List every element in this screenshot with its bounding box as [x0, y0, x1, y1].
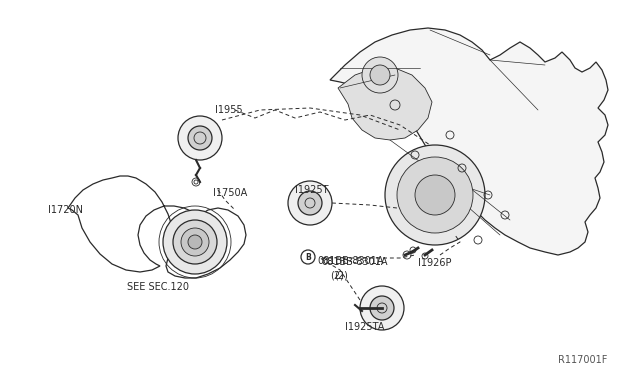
Text: I1926P: I1926P [418, 258, 451, 268]
Circle shape [360, 286, 404, 330]
Text: I1720N: I1720N [48, 205, 83, 215]
Circle shape [415, 175, 455, 215]
Circle shape [173, 220, 217, 264]
Text: (2): (2) [330, 270, 344, 280]
Circle shape [370, 296, 394, 320]
Text: B: B [305, 253, 311, 263]
Text: 081BB-8301A: 081BB-8301A [321, 257, 387, 267]
Text: SEE SEC.120: SEE SEC.120 [127, 282, 189, 292]
Circle shape [298, 191, 322, 215]
Circle shape [301, 250, 315, 264]
Polygon shape [338, 68, 432, 140]
Circle shape [288, 181, 332, 225]
Polygon shape [330, 28, 608, 255]
Text: I1925T: I1925T [295, 185, 328, 195]
Circle shape [370, 65, 390, 85]
Circle shape [362, 57, 398, 93]
Circle shape [397, 157, 473, 233]
Text: (2): (2) [334, 271, 348, 281]
Circle shape [188, 235, 202, 249]
Circle shape [188, 126, 212, 150]
Circle shape [385, 145, 485, 245]
Text: I1955: I1955 [215, 105, 243, 115]
Text: R117001F: R117001F [558, 355, 607, 365]
Text: I1925TA: I1925TA [345, 322, 385, 332]
Text: I1750A: I1750A [213, 188, 247, 198]
Circle shape [181, 228, 209, 256]
Circle shape [163, 210, 227, 274]
Circle shape [178, 116, 222, 160]
Text: 081BB-8301A: 081BB-8301A [317, 256, 383, 266]
